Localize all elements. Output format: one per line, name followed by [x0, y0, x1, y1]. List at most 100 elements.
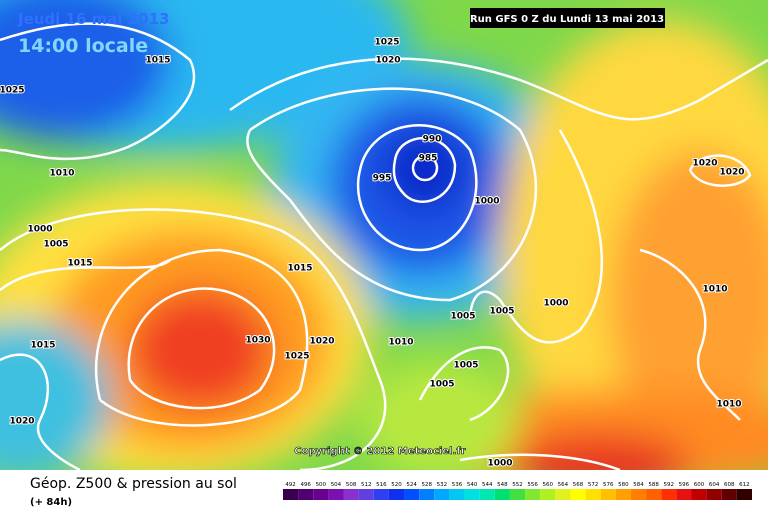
colorbar-cell — [646, 489, 662, 500]
colorbar-label: 516 — [376, 482, 387, 488]
colorbar-label: 524 — [406, 482, 417, 488]
date: Jeudi 16 mai 2013 — [17, 10, 170, 28]
colorbar-label: 548 — [497, 482, 508, 488]
colorbar-label: 496 — [300, 482, 311, 488]
colorbar-label: 536 — [452, 482, 463, 488]
colorbar-label: 600 — [694, 482, 705, 488]
colorbar-label: 512 — [361, 482, 372, 488]
isobar-label: 995 — [373, 174, 392, 184]
colorbar-label: 592 — [664, 482, 675, 488]
colorbar-label: 588 — [648, 482, 659, 488]
isobar-label: 1005 — [489, 307, 514, 317]
colorbar-cell — [721, 489, 737, 500]
colorbar-label: 500 — [316, 482, 327, 488]
isobar-label: 990 — [423, 135, 442, 145]
colorbar-label: 608 — [724, 482, 735, 488]
isobar-label: 1005 — [429, 380, 454, 390]
colorbar-cell — [615, 489, 631, 500]
colorbar-cell — [434, 489, 450, 500]
isobar-label: 1005 — [453, 361, 478, 371]
colorbar-label: 552 — [512, 482, 523, 488]
isobar-label: 985 — [419, 154, 438, 164]
isobar-label: 1010 — [388, 338, 413, 348]
colorbar-cell — [691, 489, 707, 500]
colorbar-cell — [404, 489, 420, 500]
colorbar-cell — [343, 489, 359, 500]
colorbar-cell — [676, 489, 692, 500]
local-time: 14:00 locale — [18, 35, 148, 57]
colorbar-cell — [570, 489, 586, 500]
colorbar-label: 604 — [709, 482, 720, 488]
colorbar-label: 532 — [437, 482, 448, 488]
colorbar-cell — [419, 489, 435, 500]
colorbar-label: 520 — [391, 482, 402, 488]
field — [0, 0, 768, 470]
colorbar-label: 568 — [573, 482, 584, 488]
isobar-label: 1020 — [9, 417, 34, 427]
colorbar-cell — [630, 489, 647, 500]
isobar-label: 1015 — [145, 56, 170, 66]
isobar-label: 1015 — [30, 341, 55, 351]
colorbar-label: 492 — [285, 482, 296, 488]
run-info: Run GFS 0 Z du Lundi 13 mai 2013 — [470, 14, 664, 25]
isobar-label: 1020 — [719, 168, 744, 178]
colorbar-cell — [540, 489, 556, 500]
isobar-label: 1000 — [474, 197, 499, 207]
colorbar-cell — [555, 489, 571, 500]
colorbar-cell — [313, 489, 329, 500]
colorbar-label: 544 — [482, 482, 493, 488]
colorbar-label: 556 — [527, 482, 538, 488]
isobars — [0, 22, 768, 470]
isobar-label: 1015 — [67, 259, 92, 269]
colorbar-cell — [464, 489, 480, 500]
colorbar-cell — [283, 489, 299, 500]
colorbar-label: 560 — [543, 482, 554, 488]
isobar-label: 1005 — [43, 240, 68, 250]
copyright: Copyright © 2012 Meteociel.fr — [294, 446, 465, 457]
colorbar-cell — [388, 489, 405, 500]
colorbar-label: 612 — [739, 482, 750, 488]
colorbar-label: 540 — [467, 482, 478, 488]
isobar-label: 1000 — [543, 299, 568, 309]
colorbar-cell — [736, 489, 752, 500]
colorbar-cell — [706, 489, 722, 500]
isobar-label: 1010 — [49, 169, 74, 179]
colorbar-label: 580 — [618, 482, 629, 488]
colorbar-cell — [585, 489, 601, 500]
isobar-label: 1030 — [245, 336, 270, 346]
forecast-lead: (+ 84h) — [30, 497, 72, 508]
isobar-label: 1000 — [27, 225, 52, 235]
colorbar-label: 596 — [679, 482, 690, 488]
isobar-label: 1025 — [374, 38, 399, 48]
colorbar-cell — [494, 489, 510, 500]
isobar-label: 1020 — [309, 337, 334, 347]
colorbar-cell — [358, 489, 374, 500]
isobar-label: 1000 — [487, 459, 512, 469]
isobar-label: 1020 — [692, 159, 717, 169]
colorbar-cell — [525, 489, 541, 500]
colorbar-label: 564 — [558, 482, 569, 488]
isobar-label: 1015 — [287, 264, 312, 274]
run-box — [470, 8, 665, 28]
colorbar-cell — [328, 489, 344, 500]
footer-title: Géop. Z500 & pression au sol — [30, 476, 237, 492]
colorbar-label: 528 — [421, 482, 432, 488]
colorbar-cell — [373, 489, 389, 500]
colorbar-label: 504 — [331, 482, 342, 488]
isobar-label: 1010 — [702, 285, 727, 295]
colorbar-label: 584 — [633, 482, 644, 488]
isobar-label: 1025 — [284, 352, 309, 362]
isobar-label: 1025 — [0, 86, 25, 96]
colorbar-cell — [661, 489, 677, 500]
isobar-label: 1010 — [716, 400, 741, 410]
colorbar-cell — [298, 489, 314, 500]
colorbar-label: 576 — [603, 482, 614, 488]
colorbar-cell — [600, 489, 616, 500]
colorbar-cell — [479, 489, 495, 500]
isobar-label: 1005 — [450, 312, 475, 322]
isobar-label: 1020 — [375, 56, 400, 66]
colorbar-cell — [509, 489, 526, 500]
colorbar-cell — [449, 489, 465, 500]
colorbar-label: 508 — [346, 482, 357, 488]
